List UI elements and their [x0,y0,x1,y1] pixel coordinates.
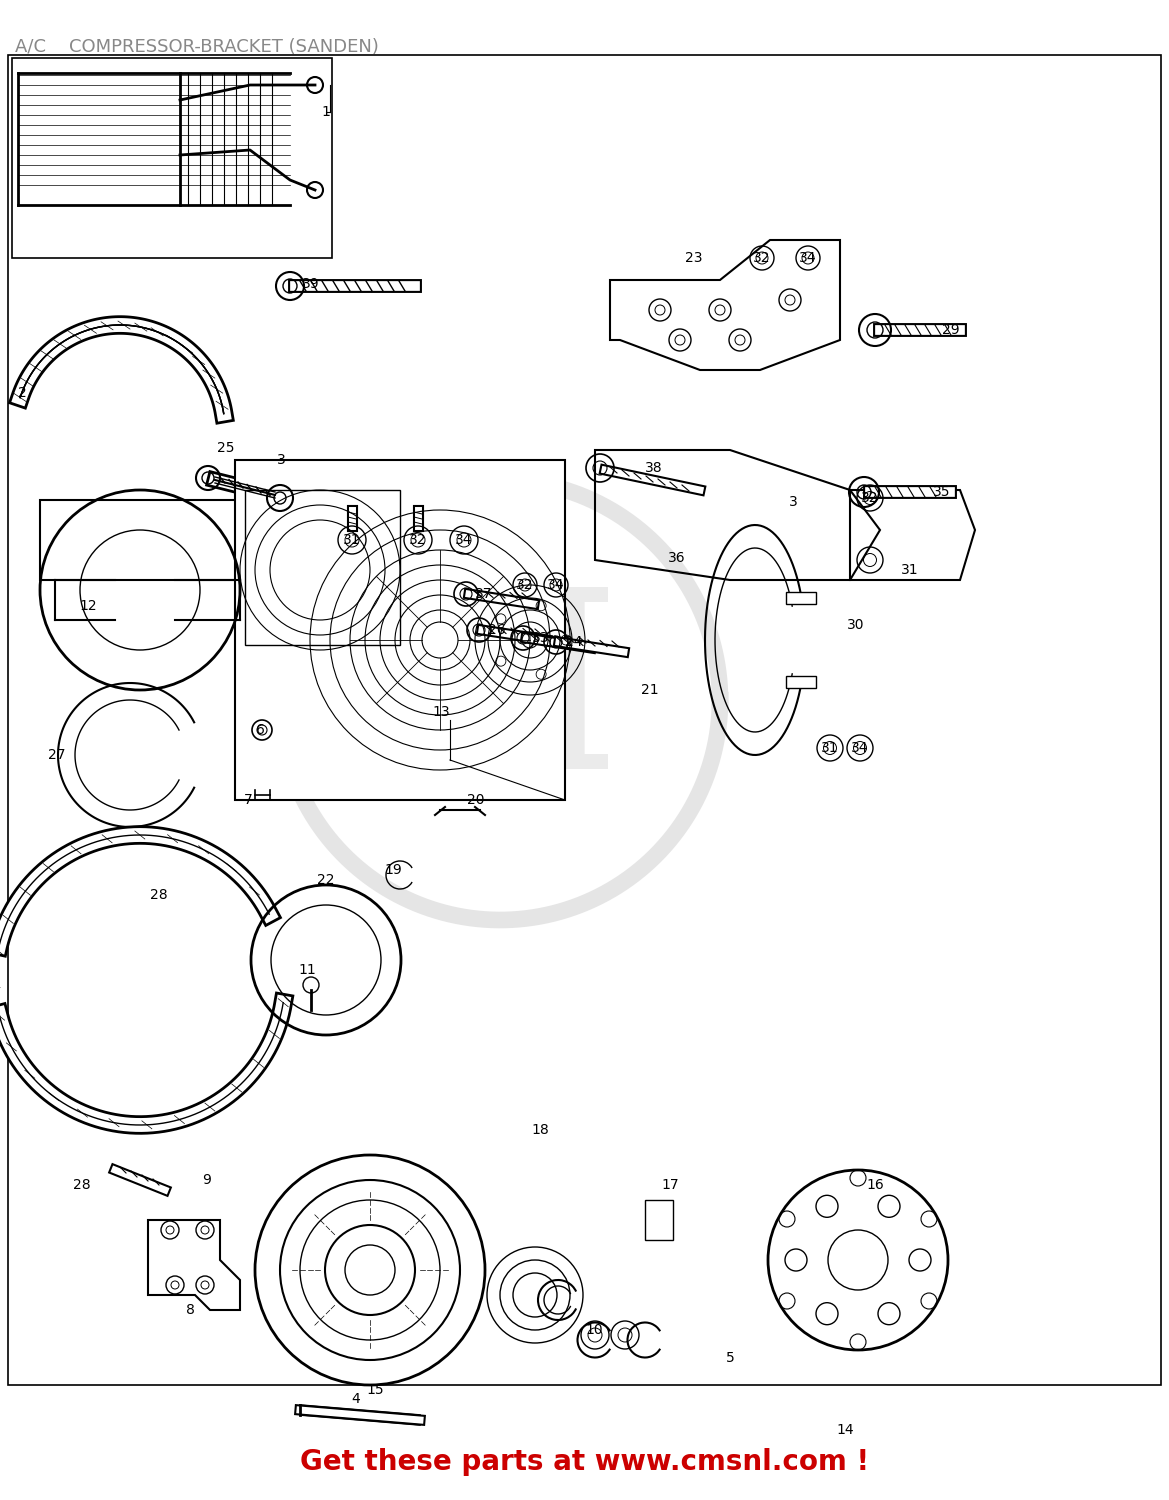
Text: 21: 21 [641,682,659,698]
Text: 10: 10 [586,1323,603,1336]
Text: 11: 11 [298,963,316,976]
Text: 24: 24 [566,634,583,650]
Text: H: H [382,579,618,820]
Text: 20: 20 [468,794,485,807]
Text: 16: 16 [866,1178,884,1192]
Text: 8: 8 [186,1304,194,1317]
Text: A/C    COMPRESSOR-BRACKET (SANDEN): A/C COMPRESSOR-BRACKET (SANDEN) [15,38,379,56]
Bar [645,1200,673,1240]
Text: 34: 34 [455,532,472,548]
Text: 3: 3 [789,495,797,508]
Text: 22: 22 [317,873,334,886]
Text: 1: 1 [321,105,331,118]
Text: Get these parts at www.cmsnl.com !: Get these parts at www.cmsnl.com ! [300,1448,869,1476]
Text: 5: 5 [726,1352,734,1365]
Text: 38: 38 [645,460,663,476]
Text: 34: 34 [800,251,817,266]
Text: 26: 26 [489,622,506,638]
Text: 28: 28 [74,1178,91,1192]
Text: 14: 14 [836,1424,853,1437]
FancyBboxPatch shape [40,500,250,580]
Text: 19: 19 [385,862,402,877]
Bar [235,460,565,800]
Text: 34: 34 [851,741,869,754]
Text: 3: 3 [277,453,285,466]
Text: 30: 30 [848,618,865,632]
Text: 23: 23 [685,251,703,266]
Text: 31: 31 [901,562,919,578]
Text: 32: 32 [409,532,427,548]
Text: 35: 35 [933,484,950,500]
Text: 13: 13 [433,705,450,718]
Text: 28: 28 [150,888,168,902]
Text: 37: 37 [476,586,493,602]
Text: 27: 27 [48,748,65,762]
Text: 29: 29 [942,322,960,338]
Text: 2: 2 [18,386,27,400]
Text: 15: 15 [366,1383,383,1396]
Bar [12,58,332,258]
Text: 31: 31 [344,532,361,548]
Text: 9: 9 [202,1173,212,1186]
FancyBboxPatch shape [787,676,816,688]
Text: 25: 25 [217,441,235,454]
Text: 33: 33 [532,632,549,645]
Text: 32: 32 [517,578,534,592]
Text: 12: 12 [79,598,97,613]
Text: 36: 36 [669,550,686,566]
Text: 31: 31 [821,741,839,754]
Text: 18: 18 [531,1124,549,1137]
Text: 6: 6 [256,723,264,736]
Text: 32: 32 [753,251,770,266]
Text: 39: 39 [303,278,320,291]
Text: 7: 7 [243,794,253,807]
Text: 17: 17 [662,1178,679,1192]
Bar [245,490,400,645]
Bar [8,56,1161,1384]
Text: 32: 32 [862,490,879,506]
Text: 34: 34 [547,578,565,592]
FancyBboxPatch shape [787,591,816,603]
Text: 4: 4 [352,1392,360,1406]
